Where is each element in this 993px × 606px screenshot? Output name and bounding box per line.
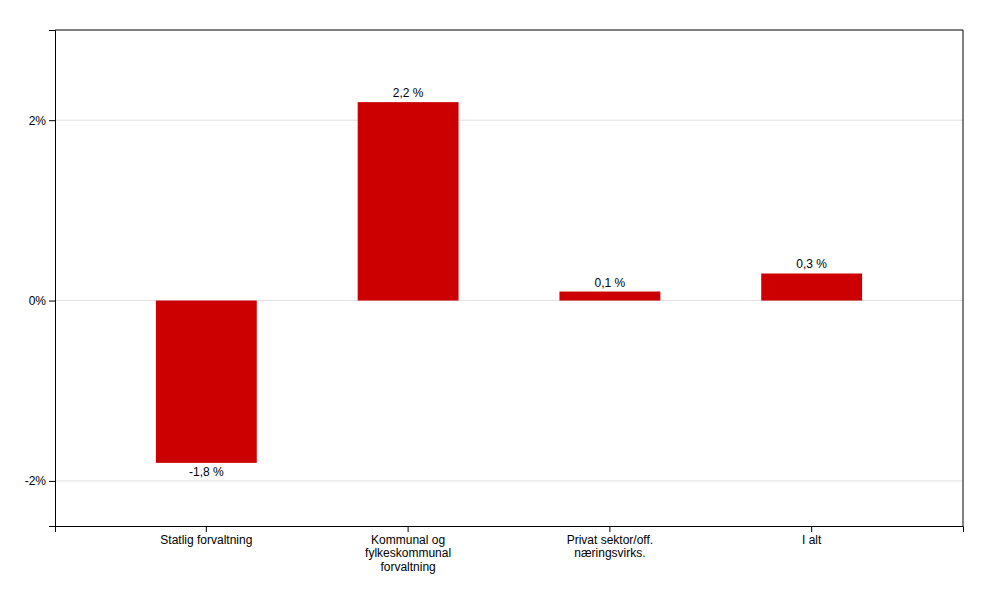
x-tick-label: Statlig forvaltning: [160, 533, 252, 547]
bar: [761, 273, 862, 300]
x-axis: Statlig forvaltning Kommunal ogfylkeskomm…: [56, 526, 964, 574]
y-tick-mark: [49, 120, 55, 121]
bars: [156, 102, 862, 463]
x-tick-label-line: Statlig forvaltning: [160, 533, 252, 547]
plot: -2% 0% 2% Statlig forvaltning Kommunal ogfyl…: [25, 30, 964, 574]
x-tick-label-line: Kommunal og: [371, 533, 445, 547]
y-tick-mark: [49, 301, 55, 302]
x-tick-mark: [811, 526, 812, 532]
x-tick-label-line: forvaltning: [380, 560, 435, 574]
x-tick: Privat sektor/off.næringsvirks.: [567, 526, 653, 560]
y-axis: -2% 0% 2%: [25, 31, 56, 527]
bar: [559, 292, 660, 301]
x-tick-mark: [408, 526, 409, 532]
frame-top: [55, 30, 963, 31]
y-tick-mark: [49, 481, 55, 482]
grid-line: [55, 480, 963, 481]
x-tick: I alt: [802, 526, 822, 547]
frame-right: [963, 30, 964, 526]
x-tick-label-line: I alt: [802, 533, 822, 547]
x-axis-line: [56, 527, 964, 533]
chart: -2% 0% 2% Statlig forvaltning Kommunal ogfyl…: [0, 0, 993, 606]
data-label: 0,1 %: [595, 276, 626, 290]
x-tick-label: I alt: [802, 533, 822, 547]
x-tick: Kommunal ogfylkeskommunalforvaltning: [365, 526, 451, 574]
y-tick: 2%: [29, 114, 55, 128]
data-label: 2,2 %: [393, 86, 424, 100]
grid-line: [55, 120, 963, 121]
data-label: 0,3 %: [796, 257, 827, 271]
y-tick-label: 0%: [29, 294, 47, 308]
data-label: -1,8 %: [189, 465, 224, 479]
grid: [55, 120, 963, 481]
y-tick: -2%: [25, 474, 55, 488]
y-tick-label: 2%: [29, 114, 47, 128]
x-tick-mark: [609, 526, 610, 532]
data-labels: -1,8 % 2,2 % 0,1 % 0,3 %: [189, 86, 827, 479]
x-tick-label-line: Privat sektor/off.: [567, 533, 653, 547]
x-tick-label-line: næringsvirks.: [574, 546, 645, 560]
x-tick-mark: [206, 526, 207, 532]
y-tick-label: -2%: [25, 474, 47, 488]
bar: [358, 102, 459, 300]
y-tick: 0%: [29, 294, 55, 308]
x-tick: Statlig forvaltning: [160, 526, 252, 547]
y-axis-line: [49, 31, 56, 527]
x-tick-label-line: fylkeskommunal: [365, 546, 451, 560]
x-tick-label: Privat sektor/off.næringsvirks.: [567, 533, 653, 561]
bar: [156, 301, 257, 463]
x-tick-label: Kommunal ogfylkeskommunalforvaltning: [365, 533, 451, 575]
